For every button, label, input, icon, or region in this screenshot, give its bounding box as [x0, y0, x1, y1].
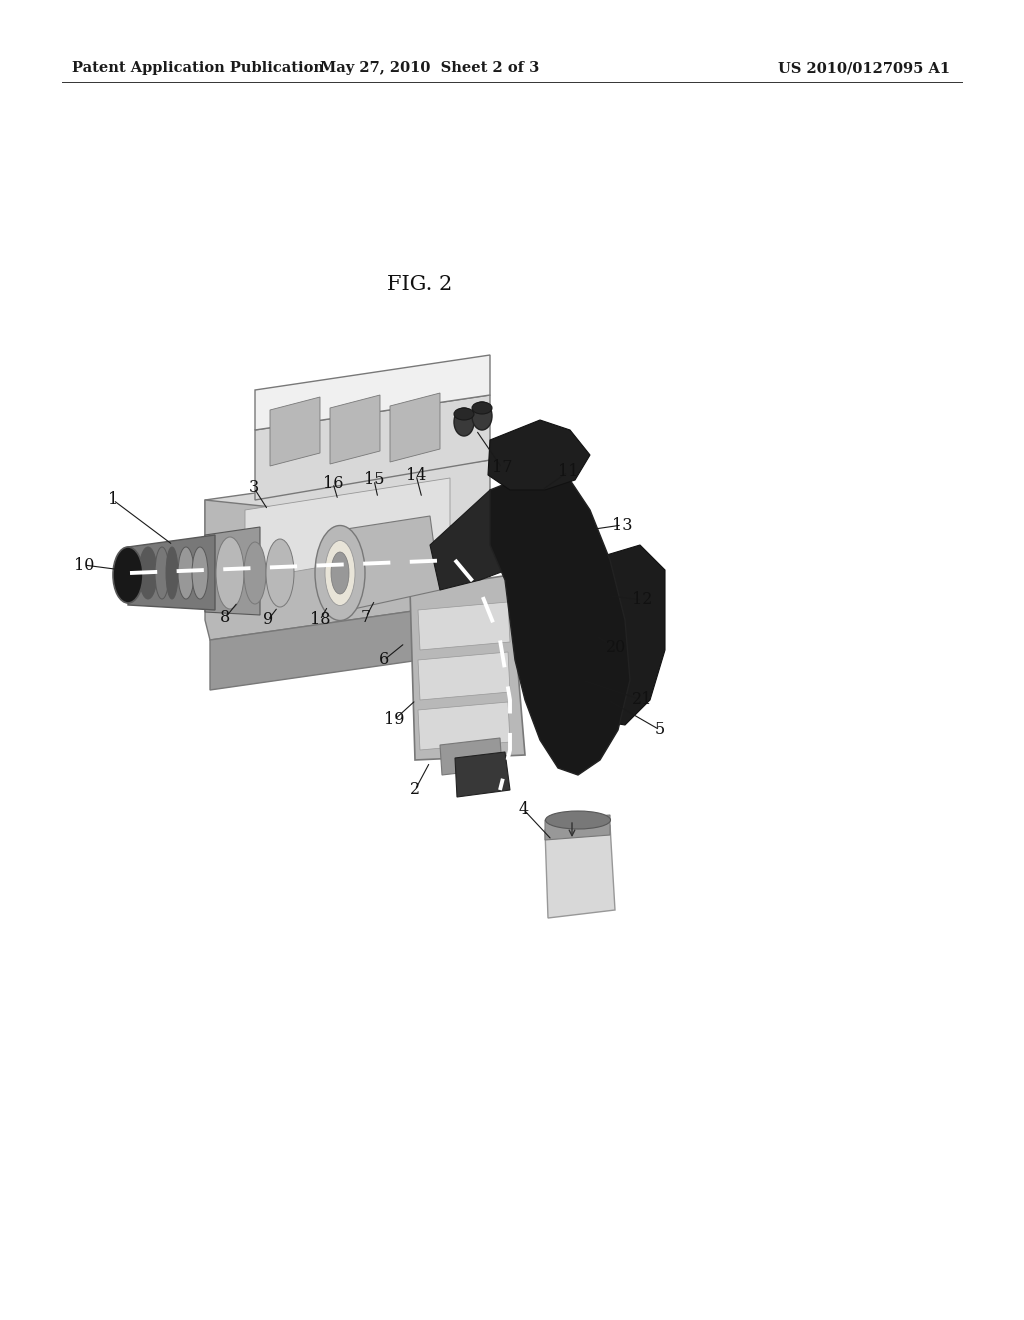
Text: 8: 8 [220, 610, 230, 627]
Text: 13: 13 [611, 516, 632, 533]
Text: 2: 2 [410, 781, 420, 799]
Ellipse shape [315, 525, 365, 620]
Text: 4: 4 [519, 801, 529, 818]
Polygon shape [255, 395, 490, 500]
Polygon shape [410, 576, 525, 760]
Polygon shape [245, 478, 450, 579]
Text: 5: 5 [655, 722, 666, 738]
Text: 21: 21 [632, 692, 652, 709]
Text: US 2010/0127095 A1: US 2010/0127095 A1 [778, 61, 950, 75]
Polygon shape [545, 825, 615, 917]
Text: 19: 19 [384, 711, 404, 729]
Polygon shape [418, 702, 510, 750]
Ellipse shape [546, 810, 610, 829]
Text: 18: 18 [309, 611, 331, 628]
Ellipse shape [331, 552, 349, 594]
Ellipse shape [113, 546, 143, 603]
Polygon shape [270, 397, 319, 466]
Polygon shape [330, 395, 380, 465]
Ellipse shape [216, 537, 244, 609]
Text: May 27, 2010  Sheet 2 of 3: May 27, 2010 Sheet 2 of 3 [321, 61, 540, 75]
Text: 11: 11 [558, 463, 579, 480]
Text: 3: 3 [249, 479, 259, 496]
Polygon shape [418, 652, 510, 700]
Polygon shape [210, 601, 490, 690]
Text: 12: 12 [632, 591, 652, 609]
Ellipse shape [166, 546, 178, 599]
Ellipse shape [325, 540, 355, 606]
Polygon shape [418, 602, 510, 649]
Ellipse shape [244, 543, 266, 605]
Ellipse shape [193, 546, 208, 599]
Text: 14: 14 [406, 466, 426, 483]
Text: Patent Application Publication: Patent Application Publication [72, 61, 324, 75]
Polygon shape [128, 535, 215, 610]
Polygon shape [545, 814, 610, 840]
Ellipse shape [178, 546, 194, 599]
Polygon shape [575, 545, 665, 725]
Ellipse shape [472, 403, 492, 414]
Polygon shape [440, 738, 502, 775]
Polygon shape [490, 470, 630, 775]
Text: 7: 7 [360, 609, 371, 626]
Text: 9: 9 [263, 611, 273, 628]
Polygon shape [205, 500, 490, 640]
Ellipse shape [139, 546, 157, 599]
Polygon shape [390, 393, 440, 462]
Polygon shape [340, 516, 440, 612]
Text: 16: 16 [323, 474, 343, 491]
Text: 17: 17 [492, 459, 512, 477]
Polygon shape [205, 527, 260, 615]
Text: 10: 10 [74, 557, 94, 573]
Ellipse shape [472, 403, 492, 430]
Ellipse shape [155, 546, 169, 599]
Polygon shape [255, 355, 490, 430]
Polygon shape [205, 459, 490, 570]
Text: FIG. 2: FIG. 2 [387, 276, 453, 294]
Ellipse shape [454, 408, 474, 436]
Ellipse shape [454, 408, 474, 420]
Text: 6: 6 [379, 652, 389, 668]
Polygon shape [488, 420, 590, 490]
Text: 15: 15 [364, 471, 384, 488]
Polygon shape [430, 490, 545, 590]
Text: 1: 1 [108, 491, 118, 508]
Text: 20: 20 [606, 639, 626, 656]
Polygon shape [455, 752, 510, 797]
Ellipse shape [266, 539, 294, 607]
